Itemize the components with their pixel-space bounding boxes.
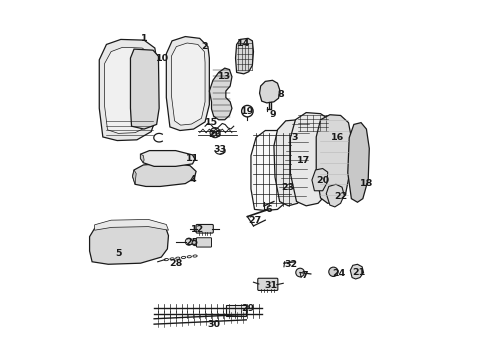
Text: 18: 18 [359,179,372,188]
Text: 15: 15 [204,118,218,127]
Polygon shape [290,113,333,206]
Text: 31: 31 [264,281,277,290]
Text: 3: 3 [291,133,297,142]
Polygon shape [325,184,344,207]
Text: 14: 14 [237,39,250,48]
Text: 16: 16 [330,133,344,142]
Polygon shape [89,222,168,264]
Text: 22: 22 [334,192,347,201]
Polygon shape [209,68,231,120]
FancyBboxPatch shape [257,278,277,291]
FancyBboxPatch shape [196,238,211,247]
Polygon shape [259,80,279,103]
Text: 8: 8 [276,90,283,99]
Polygon shape [99,40,156,140]
Text: 7: 7 [301,270,307,279]
Polygon shape [235,39,253,74]
Polygon shape [311,168,327,191]
Circle shape [185,238,192,245]
Circle shape [192,240,198,246]
Polygon shape [347,123,368,202]
Circle shape [210,128,220,138]
Polygon shape [349,264,363,279]
Polygon shape [104,47,152,134]
Text: 21: 21 [352,268,365,277]
Polygon shape [171,43,204,125]
Text: 26: 26 [208,130,221,139]
Text: 2: 2 [201,42,207,51]
Text: 6: 6 [265,205,272,214]
Text: 17: 17 [296,156,310,165]
Text: 1: 1 [141,34,147,43]
Polygon shape [140,150,195,166]
Polygon shape [132,170,136,184]
Polygon shape [140,154,144,163]
FancyBboxPatch shape [196,225,213,233]
Text: 9: 9 [268,110,275,119]
Text: 33: 33 [212,145,225,154]
Polygon shape [273,120,309,206]
Polygon shape [250,131,292,211]
Text: 11: 11 [185,154,199,163]
Text: 25: 25 [184,238,198,247]
Text: 12: 12 [190,225,203,234]
Text: 29: 29 [241,304,254,313]
Polygon shape [132,163,196,186]
Text: 32: 32 [284,260,297,269]
Text: 30: 30 [207,320,220,329]
Circle shape [328,267,337,276]
Text: 23: 23 [281,183,294,192]
Text: 19: 19 [240,107,253,116]
Bar [225,305,245,316]
Text: 13: 13 [218,72,231,81]
Text: 5: 5 [115,249,122,258]
Polygon shape [130,49,159,129]
Text: 28: 28 [169,259,182,268]
Text: 24: 24 [331,269,345,278]
Polygon shape [94,220,168,230]
Text: 10: 10 [156,54,169,63]
Text: 20: 20 [315,176,328,185]
Polygon shape [316,115,351,203]
Text: 4: 4 [189,175,195,184]
Circle shape [295,268,304,277]
Polygon shape [166,37,209,131]
Text: 27: 27 [248,216,262,225]
